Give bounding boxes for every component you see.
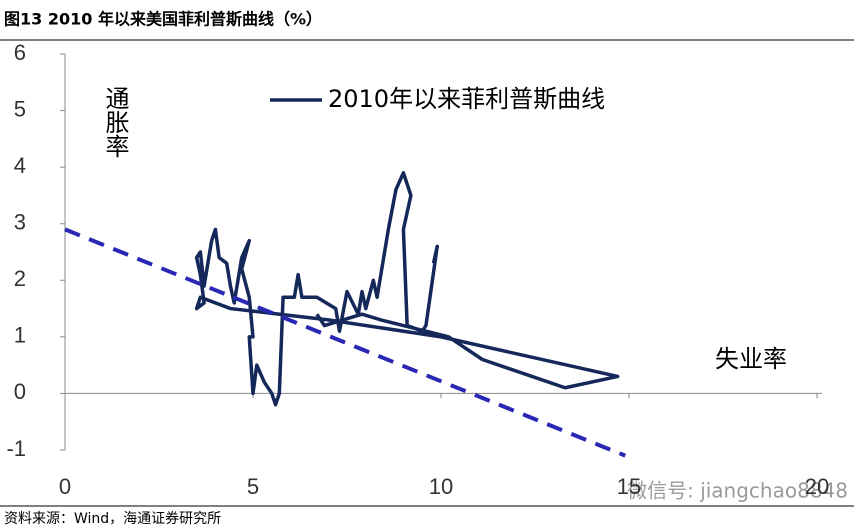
source: 资料来源：Wind，海通证券研究所 <box>4 511 221 527</box>
x-axis-label: 失业率 <box>715 345 787 373</box>
y-axis-label: 通胀率 <box>101 86 129 158</box>
line <box>194 171 620 407</box>
x-tick-label: 10 <box>429 474 453 499</box>
legend-label: 2010年以来菲利普斯曲线 <box>328 85 605 113</box>
y-tick-label: 2 <box>14 266 26 291</box>
y-tick-label: 3 <box>14 210 26 235</box>
y-tick-label: 5 <box>14 96 26 121</box>
chart-title: 图13 2010 年以来美国菲利普斯曲线（%） <box>4 10 322 29</box>
trend-line <box>64 227 626 458</box>
x-tick-label: 20 <box>805 474 829 499</box>
x-tick-label: 0 <box>59 474 71 499</box>
y-tick-label: 6 <box>14 40 26 65</box>
watermark: 微信号: jiangchao8848 <box>627 479 848 503</box>
y-tick-label: -1 <box>6 436 26 461</box>
y-tick-label: 1 <box>14 323 26 348</box>
x-tick-label: 15 <box>617 474 641 499</box>
y-tick-label: 0 <box>14 379 26 404</box>
x-tick-label: 5 <box>247 474 259 499</box>
y-tick-label: 4 <box>14 153 26 178</box>
